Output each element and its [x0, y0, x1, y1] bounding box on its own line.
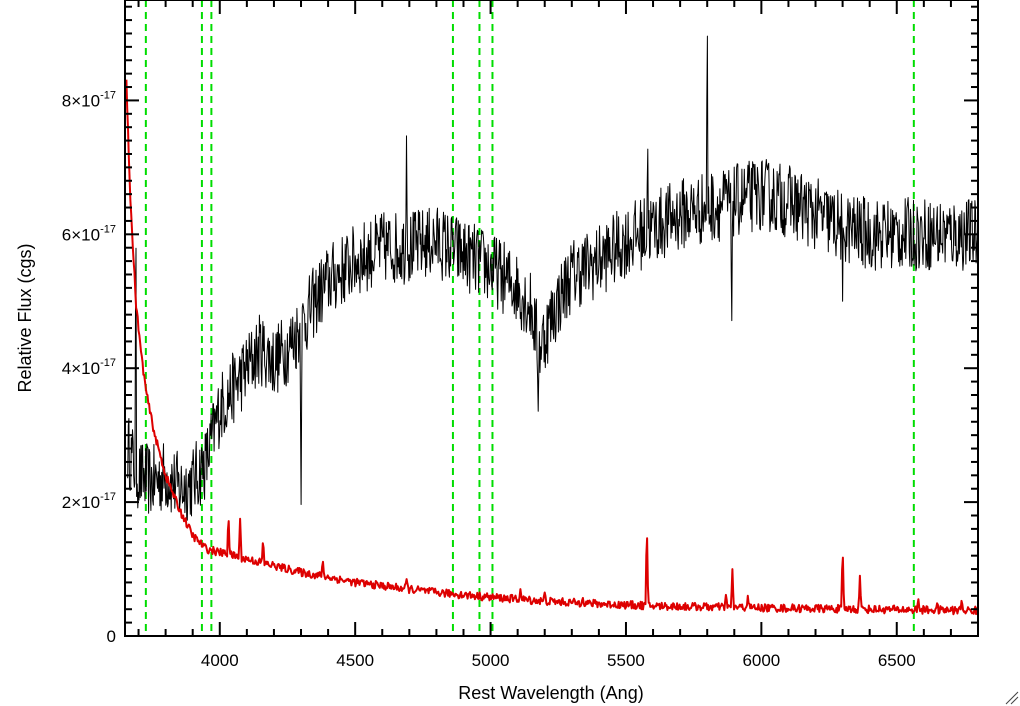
series-layer [125, 35, 979, 616]
axis-tick-labels: 4000 4500 5000 5500 6000 6500 0 2×10-17 4×10-17 6… [62, 89, 916, 670]
spectrum-line [127, 35, 979, 521]
y-tick-label: 4×10-17 [62, 357, 116, 378]
x-tick-label: 5500 [607, 651, 645, 670]
y-axis-title: Relative Flux (cgs) [15, 243, 35, 392]
x-axis-title: Rest Wavelength (Ang) [458, 683, 643, 703]
x-tick-label: 4000 [201, 651, 239, 670]
y-tick-label: 6×10-17 [62, 223, 116, 244]
x-tick-label: 5000 [472, 651, 510, 670]
resize-grip-icon [1005, 691, 1019, 705]
reference-lines [144, 0, 915, 636]
x-tick-label: 6500 [878, 651, 916, 670]
axis-ticks [125, 0, 979, 637]
y-tick-label: 8×10-17 [62, 89, 116, 110]
x-tick-label: 6000 [742, 651, 780, 670]
model-line [125, 79, 979, 616]
x-tick-label: 4500 [336, 651, 374, 670]
y-tick-label: 2×10-17 [62, 491, 116, 512]
plot-frame [124, 0, 979, 637]
y-tick-label: 0 [107, 627, 116, 646]
